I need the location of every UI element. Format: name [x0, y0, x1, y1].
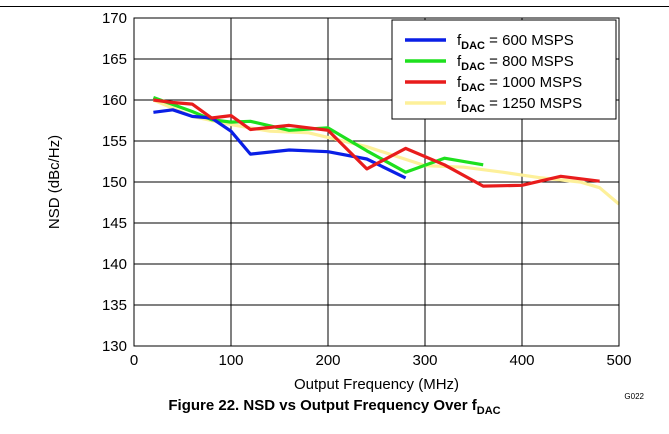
x-tick-label: 200	[315, 352, 340, 369]
y-tick-label: 155	[102, 133, 127, 150]
legend-label-suffix: = 1000 MSPS	[485, 74, 582, 91]
top-rule	[0, 6, 669, 7]
caption-text: Figure 22. NSD vs Output Frequency Over …	[168, 397, 477, 414]
legend-entry: fDAC = 1000 MSPS	[457, 74, 582, 94]
x-tick-label: 100	[218, 352, 243, 369]
x-tick-label: 500	[606, 352, 631, 369]
legend-label-prefix: f	[457, 32, 462, 49]
legend-label-prefix: f	[457, 74, 462, 91]
nsd-chart: 0 100 200 300 400 500 130 135 140 145 150 155 160 165…	[46, 10, 645, 400]
figure-caption: Figure 22. NSD vs Output Frequency Over …	[0, 397, 669, 417]
legend-label-subscript: DAC	[461, 40, 485, 52]
legend-label-subscript: DAC	[461, 61, 485, 73]
y-tick-label: 145	[102, 215, 127, 232]
legend-label-prefix: f	[457, 53, 462, 70]
y-tick-label: 160	[102, 92, 127, 109]
y-tick-label: 130	[102, 338, 127, 355]
legend-label-suffix: = 1250 MSPS	[485, 95, 582, 112]
legend-label-subscript: DAC	[461, 103, 485, 115]
series-layer	[152, 95, 621, 206]
series-line-2	[153, 98, 600, 188]
plot-area-border	[133, 17, 620, 347]
legend-label-subscript: DAC	[461, 82, 485, 94]
y-tick-label: 170	[102, 10, 127, 27]
caption-subscript: DAC	[476, 405, 501, 417]
legend-entry: fDAC = 1250 MSPS	[457, 95, 582, 115]
legend-label-suffix: = 800 MSPS	[485, 53, 574, 70]
legend-entry: fDAC = 800 MSPS	[457, 53, 574, 73]
y-tick-label: 140	[102, 256, 127, 273]
x-tick-label: 400	[509, 352, 534, 369]
x-axis-label: Output Frequency (MHz)	[294, 376, 459, 393]
legend-label-suffix: = 600 MSPS	[485, 32, 574, 49]
legend-entry: fDAC = 600 MSPS	[457, 32, 574, 52]
legend-label-prefix: f	[457, 95, 462, 112]
y-axis-label: NSD (dBc/Hz)	[46, 135, 63, 229]
x-tick-label: 0	[130, 352, 138, 369]
y-tick-label: 135	[102, 297, 127, 314]
y-tick-label: 165	[102, 51, 127, 68]
x-tick-label: 300	[412, 352, 437, 369]
tick-labels: 0 100 200 300 400 500 130 135 140 145 150 155 160 165…	[102, 10, 632, 369]
figure-code: G022	[624, 392, 644, 400]
y-tick-label: 150	[102, 174, 127, 191]
series-line-0	[153, 108, 407, 180]
